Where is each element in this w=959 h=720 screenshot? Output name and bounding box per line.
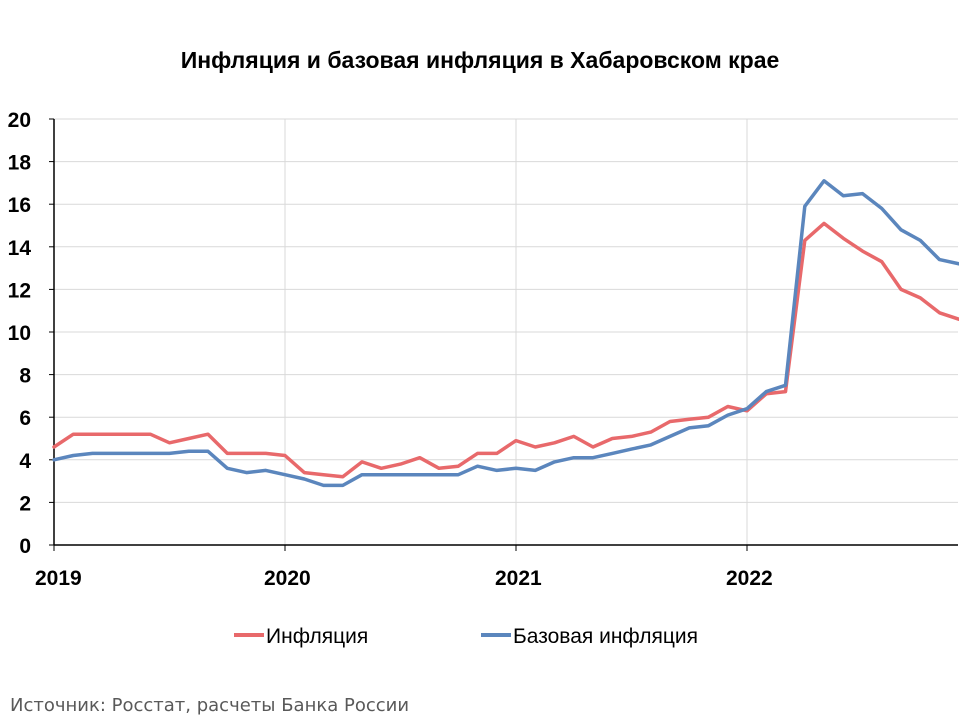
x-tick-label: 2021	[495, 567, 542, 590]
y-tick-label: 14	[8, 237, 32, 260]
axes	[49, 118, 958, 551]
y-axis-ticks: 0 2 4 6 8 10 12 14 16 18 20	[8, 109, 32, 558]
y-tick-label: 6	[19, 407, 31, 430]
y-tick-label: 2	[19, 492, 31, 515]
y-tick-label: 12	[8, 279, 31, 302]
y-tick-label: 18	[8, 152, 32, 175]
x-axis-ticks: 2019 2020 2021 2022	[35, 567, 773, 590]
series-line-core	[52, 179, 959, 488]
y-tick-label: 10	[8, 322, 31, 345]
x-tick-label: 2019	[35, 567, 82, 590]
y-tick-label: 8	[19, 365, 31, 388]
legend-label-core: Базовая инфляция	[513, 625, 698, 648]
legend: Инфляция Базовая инфляция	[234, 625, 698, 648]
x-tick-label: 2022	[726, 567, 773, 590]
y-tick-label: 20	[8, 109, 31, 132]
y-tick-label: 0	[19, 535, 31, 558]
series-line-inflation	[52, 221, 959, 479]
y-tick-label: 4	[19, 450, 31, 473]
source-note: Источник: Росстат, расчеты Банка России	[10, 695, 409, 716]
series-lines	[52, 179, 959, 488]
chart-title: Инфляция и базовая инфляция в Хабаровско…	[181, 47, 780, 73]
gridlines	[54, 118, 958, 545]
y-tick-label: 16	[8, 194, 31, 217]
x-tick-label: 2020	[264, 567, 311, 590]
legend-label-inflation: Инфляция	[266, 625, 368, 648]
